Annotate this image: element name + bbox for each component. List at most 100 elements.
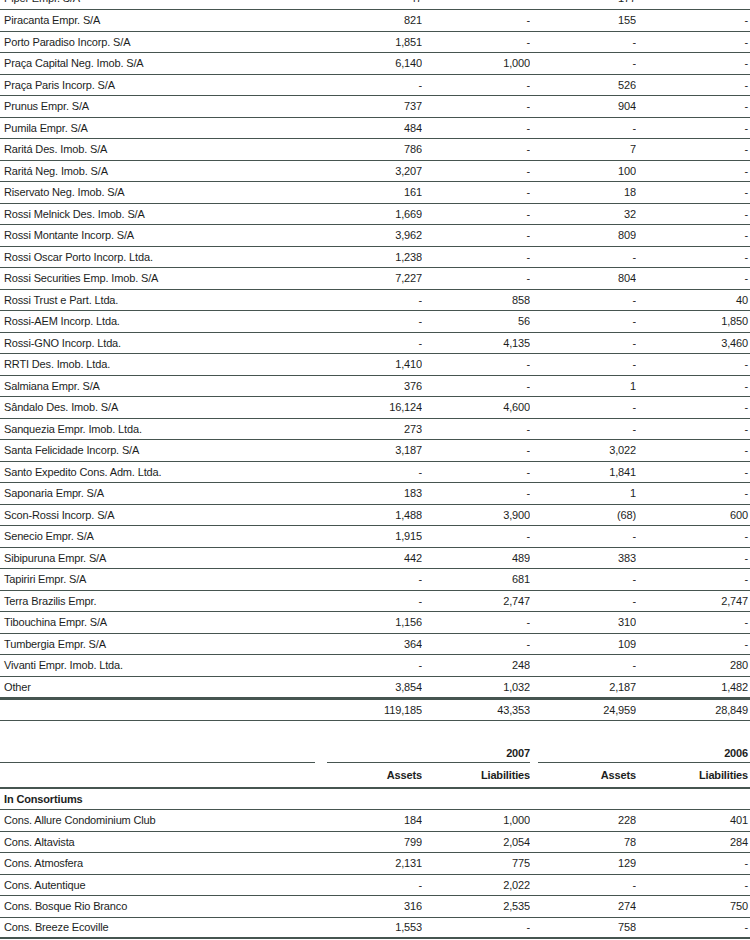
company-name: Rossi Trust e Part. Ltda. bbox=[0, 294, 322, 306]
assets-2006-value: 3,022 bbox=[530, 444, 636, 456]
table-row: Cons. Altavista 799 2,054 78 284 bbox=[0, 832, 750, 854]
liabilities-2006-value: - bbox=[636, 616, 750, 628]
liabilities-2006-value: 3,460 bbox=[636, 337, 750, 349]
assets-2007-value: 1,238 bbox=[322, 251, 422, 263]
company-name: Rossi Melnick Des. Imob. S/A bbox=[0, 208, 322, 220]
liabilities-2006-value: - bbox=[636, 444, 750, 456]
assets-2006-value: 7 bbox=[530, 143, 636, 155]
table-row: Cons. Autentique - 2,022 - - bbox=[0, 875, 750, 897]
liabilities-2006-value: - bbox=[636, 401, 750, 413]
company-name: Salmiana Empr. S/A bbox=[0, 380, 322, 392]
assets-2007-value: 183 bbox=[322, 487, 422, 499]
table-row: Cons. Breeze Ecoville 1,553 - 758 - bbox=[0, 918, 750, 940]
name-column-rule bbox=[0, 742, 315, 763]
liabilities-2007-value: 4,600 bbox=[422, 401, 530, 413]
liabilities-2007-value: - bbox=[422, 380, 530, 392]
total-assets-2006: 24,959 bbox=[530, 704, 636, 716]
company-name: Scon-Rossi Incorp. S/A bbox=[0, 509, 322, 521]
year-2006-label: 2006 bbox=[724, 747, 750, 762]
assets-2006-value: 177 bbox=[530, 0, 636, 4]
year-2006-group: 2006 bbox=[538, 742, 750, 763]
assets-2007-value: 6,140 bbox=[322, 57, 422, 69]
assets-2006-value: 310 bbox=[530, 616, 636, 628]
assets-2007-value: 1,410 bbox=[322, 358, 422, 370]
liabilities-2007-value: - bbox=[422, 208, 530, 220]
assets-2006-value: 155 bbox=[530, 14, 636, 26]
assets-2006-value: - bbox=[530, 573, 636, 585]
assets-2007-value: 1,915 bbox=[322, 530, 422, 542]
assets-2007-value: 799 bbox=[322, 836, 422, 848]
liabilities-2007-value: - bbox=[422, 122, 530, 134]
assets-2006-value: 18 bbox=[530, 186, 636, 198]
assets-2006-value: 758 bbox=[530, 921, 636, 933]
liabilities-2007-value: - bbox=[422, 165, 530, 177]
liabilities-2006-value: - bbox=[636, 638, 750, 650]
liabilities-2007-value: 2,054 bbox=[422, 836, 530, 848]
total-assets-2007: 119,185 bbox=[322, 704, 422, 716]
assets-2006-value: - bbox=[530, 595, 636, 607]
assets-2006-value: - bbox=[530, 315, 636, 327]
subsidiaries-rows: Piracanta Empr. S/A 821 - 155 - Porto Pa… bbox=[0, 10, 750, 698]
assets-2007-value: 786 bbox=[322, 143, 422, 155]
liabilities-2006-value: - bbox=[636, 100, 750, 112]
assets-2007-value: 1,156 bbox=[322, 616, 422, 628]
assets-2006-value: 109 bbox=[530, 638, 636, 650]
table-row: Senecio Empr. S/A 1,915 - - - bbox=[0, 526, 750, 548]
liabilities-2006-value: - bbox=[636, 57, 750, 69]
liabilities-2007-value: 858 bbox=[422, 294, 530, 306]
table-row: Praça Capital Neg. Imob. S/A 6,140 1,000… bbox=[0, 53, 750, 75]
liabilities-2007-value: - bbox=[422, 79, 530, 91]
assets-2006-value: - bbox=[530, 36, 636, 48]
company-name: Senecio Empr. S/A bbox=[0, 530, 322, 542]
liabilities-2006-value: - bbox=[636, 36, 750, 48]
liabilities-2007-header: Liabilities bbox=[422, 769, 530, 781]
assets-2006-value: - bbox=[530, 879, 636, 891]
assets-2006-value: - bbox=[530, 423, 636, 435]
assets-2006-value: 274 bbox=[530, 900, 636, 912]
assets-2006-value: 32 bbox=[530, 208, 636, 220]
liabilities-2006-value: 284 bbox=[636, 836, 750, 848]
assets-2007-value: 184 bbox=[322, 814, 422, 826]
company-name: Prunus Empr. S/A bbox=[0, 100, 322, 112]
liabilities-2007-value: 2,535 bbox=[422, 900, 530, 912]
consortium-name: Cons. Atmosfera bbox=[0, 857, 322, 869]
table-row: Pumila Empr. S/A 484 - - - bbox=[0, 118, 750, 140]
liabilities-2007-value: 2,022 bbox=[422, 879, 530, 891]
liabilities-2007-value: - bbox=[422, 143, 530, 155]
liabilities-2006-value: 750 bbox=[636, 900, 750, 912]
company-name: Raritá Des. Imob. S/A bbox=[0, 143, 322, 155]
consortium-name: Cons. Breeze Ecoville bbox=[0, 921, 322, 933]
company-name: Tumbergia Empr. S/A bbox=[0, 638, 322, 650]
liabilities-2007-value: 1,032 bbox=[422, 681, 530, 693]
liabilities-2006-value: - bbox=[636, 272, 750, 284]
company-name: Tibouchina Empr. S/A bbox=[0, 616, 322, 628]
assets-2007-value: 376 bbox=[322, 380, 422, 392]
liabilities-2007-value: - bbox=[422, 272, 530, 284]
assets-2007-value: - bbox=[322, 79, 422, 91]
assets-2006-value: 383 bbox=[530, 552, 636, 564]
company-name: Rossi Oscar Porto Incorp. Ltda. bbox=[0, 251, 322, 263]
liabilities-2006-value: - bbox=[636, 122, 750, 134]
assets-2006-value: 804 bbox=[530, 272, 636, 284]
liabilities-2006-value: - bbox=[636, 143, 750, 155]
company-name: Saponaria Empr. S/A bbox=[0, 487, 322, 499]
liabilities-2006-value: - bbox=[636, 857, 750, 869]
company-name: Sândalo Des. Imob. S/A bbox=[0, 401, 322, 413]
table-row: Rossi Montante Incorp. S/A 3,962 - 809 - bbox=[0, 225, 750, 247]
liabilities-2006-value: - bbox=[636, 879, 750, 891]
liabilities-2007-value: - bbox=[422, 616, 530, 628]
table-row: Raritá Des. Imob. S/A 786 - 7 - bbox=[0, 139, 750, 161]
liabilities-2007-value: 248 bbox=[422, 659, 530, 671]
liabilities-2007-value: 1,000 bbox=[422, 814, 530, 826]
table-row: Sândalo Des. Imob. S/A 16,124 4,600 - - bbox=[0, 397, 750, 419]
assets-2007-value: 442 bbox=[322, 552, 422, 564]
assets-2007-value: - bbox=[322, 294, 422, 306]
assets-2006-value: - bbox=[530, 122, 636, 134]
table-row: Salmiana Empr. S/A 376 - 1 - bbox=[0, 376, 750, 398]
table-row: Rossi Trust e Part. Ltda. - 858 - 40 bbox=[0, 290, 750, 312]
liabilities-2006-value: - bbox=[636, 423, 750, 435]
liabilities-2006-value: - bbox=[636, 208, 750, 220]
table-row: Praça Paris Incorp. S/A - - 526 - bbox=[0, 75, 750, 97]
assets-2007-value: 737 bbox=[322, 100, 422, 112]
assets-2006-value: 1,841 bbox=[530, 466, 636, 478]
